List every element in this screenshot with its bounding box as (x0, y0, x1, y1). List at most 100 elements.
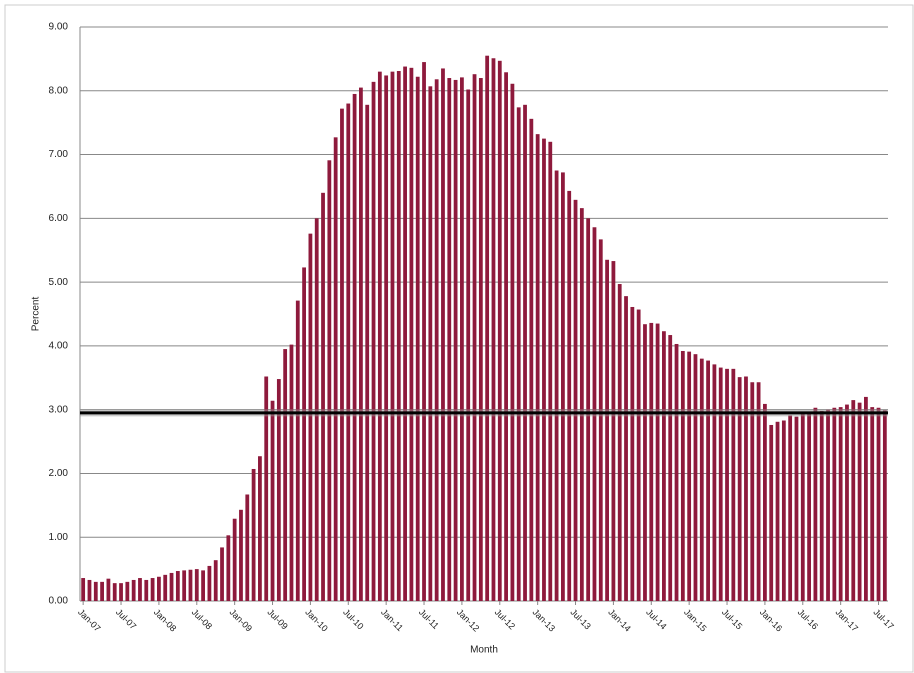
bar (131, 579, 136, 601)
y-tick-label: 3.00 (49, 404, 69, 415)
bar (807, 412, 811, 601)
bar (864, 396, 868, 601)
bar (321, 192, 325, 602)
bar (409, 67, 414, 602)
bar (447, 78, 452, 602)
x-tick-label: Jan-16 (758, 607, 785, 634)
bar (390, 71, 395, 601)
bar (800, 414, 805, 601)
bar (687, 351, 692, 601)
bar (731, 368, 736, 601)
bar (680, 350, 685, 601)
x-tick-label: Jul-16 (796, 607, 820, 631)
x-tick-label: Jan-13 (531, 607, 558, 634)
bar (497, 60, 502, 601)
bar (636, 309, 641, 601)
bar (699, 358, 704, 601)
bar (794, 416, 799, 601)
bar (472, 74, 477, 601)
bar (718, 367, 723, 601)
bar (693, 354, 698, 601)
bar (460, 77, 464, 601)
bar (157, 576, 161, 601)
x-tick-label: Jul-15 (720, 607, 744, 631)
y-tick-label: 0.00 (49, 596, 69, 607)
bar (112, 583, 117, 601)
x-tick-label: Jan-15 (682, 607, 709, 634)
x-tick-label: Jan-10 (303, 607, 330, 634)
bar (611, 261, 616, 601)
bar (725, 368, 729, 601)
bar (220, 547, 224, 601)
y-tick-label: 6.00 (49, 213, 69, 224)
bar (346, 103, 351, 602)
x-tick-label: Jan-17 (834, 607, 861, 634)
bar (377, 71, 382, 601)
bar (182, 570, 187, 601)
bar (605, 259, 609, 601)
bar (542, 138, 546, 601)
bar (441, 68, 445, 601)
bar (100, 581, 104, 601)
bar (415, 76, 420, 602)
bar (826, 409, 830, 601)
y-tick-label: 1.00 (49, 532, 69, 543)
y-tick-label: 5.00 (49, 277, 69, 288)
bar (81, 578, 86, 601)
bar (655, 323, 660, 601)
bar (213, 560, 218, 601)
bar (510, 83, 515, 602)
bar (567, 190, 572, 602)
x-tick-label: Jul-12 (493, 607, 517, 631)
x-tick-label: Jul-10 (341, 607, 365, 631)
bar (232, 518, 237, 601)
x-tick-label: Jul-13 (568, 607, 592, 631)
bar (485, 55, 490, 601)
bar (207, 565, 212, 601)
bar (832, 407, 837, 601)
y-axis-label: Percent (31, 297, 42, 332)
bar (226, 535, 231, 601)
bar (737, 377, 742, 601)
bar (529, 118, 534, 601)
x-tick-label: Jan-09 (228, 607, 255, 634)
bar (813, 407, 818, 601)
bar (845, 404, 849, 601)
bar (396, 71, 401, 602)
bar (548, 141, 553, 602)
bar (554, 170, 559, 601)
bar (453, 79, 458, 602)
bar (327, 160, 332, 601)
bar (106, 578, 111, 601)
bar (643, 324, 647, 601)
bar (283, 349, 288, 601)
bar (466, 89, 471, 601)
bar (384, 75, 389, 601)
bar (264, 376, 269, 601)
bar (201, 570, 205, 601)
x-tick-label: Jul-11 (417, 607, 441, 631)
bar (788, 415, 793, 601)
bar (434, 79, 439, 601)
bar (838, 407, 843, 601)
bar (365, 104, 370, 601)
bar (302, 267, 306, 601)
bar (270, 400, 275, 601)
bar (175, 571, 180, 601)
bar (649, 322, 654, 601)
bar (712, 364, 717, 601)
bar (561, 172, 565, 601)
x-tick-label: Jul-07 (114, 607, 138, 631)
bar (119, 583, 123, 601)
bar (422, 62, 426, 602)
bar (239, 509, 243, 601)
bar (251, 468, 256, 601)
bar (359, 87, 363, 602)
bar (87, 579, 92, 601)
bar (276, 379, 281, 601)
bar (535, 134, 540, 601)
bar (403, 66, 407, 601)
bar (308, 233, 313, 601)
y-tick-label: 9.00 (49, 22, 69, 33)
bar (428, 86, 433, 601)
